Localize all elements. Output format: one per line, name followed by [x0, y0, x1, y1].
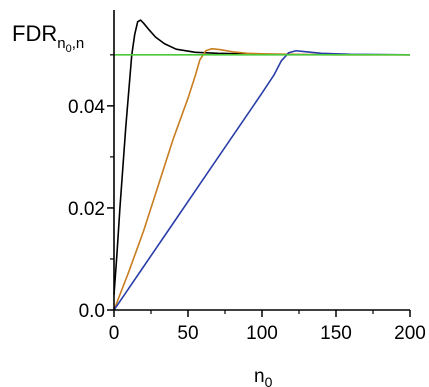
x-axis-title: n0: [254, 366, 273, 387]
y-axis-title: FDRn0,n: [12, 21, 84, 55]
y-axis-title-sub-n2: ,n: [72, 35, 85, 52]
x-tick-label-2: 100: [246, 323, 278, 344]
axes-layer: [107, 10, 411, 317]
y-axis-title-sub-zero: 0: [66, 43, 72, 55]
x-axis-title-main: n: [254, 366, 265, 387]
labels-layer: 0 50 100 150 200 0.0 0.02 0.04: [68, 97, 426, 344]
x-tick-label-4: 200: [394, 323, 426, 344]
series-line-0: [113, 19, 262, 295]
x-axis-title-sub: 0: [265, 374, 273, 387]
y-tick-label-1: 0.02: [68, 199, 105, 220]
x-tick-label-0: 0: [109, 323, 120, 344]
series-layer: [113, 19, 411, 311]
x-tick-label-1: 50: [177, 323, 198, 344]
y-axis-title-sub-n: n: [57, 35, 65, 52]
x-tick-label-3: 150: [320, 323, 352, 344]
series-line-1: [113, 47, 410, 311]
series-line-2: [113, 49, 411, 311]
y-tick-label-2: 0.04: [68, 97, 105, 118]
y-axis-title-main: FDR: [12, 21, 57, 46]
y-tick-label-0: 0.0: [79, 301, 105, 322]
